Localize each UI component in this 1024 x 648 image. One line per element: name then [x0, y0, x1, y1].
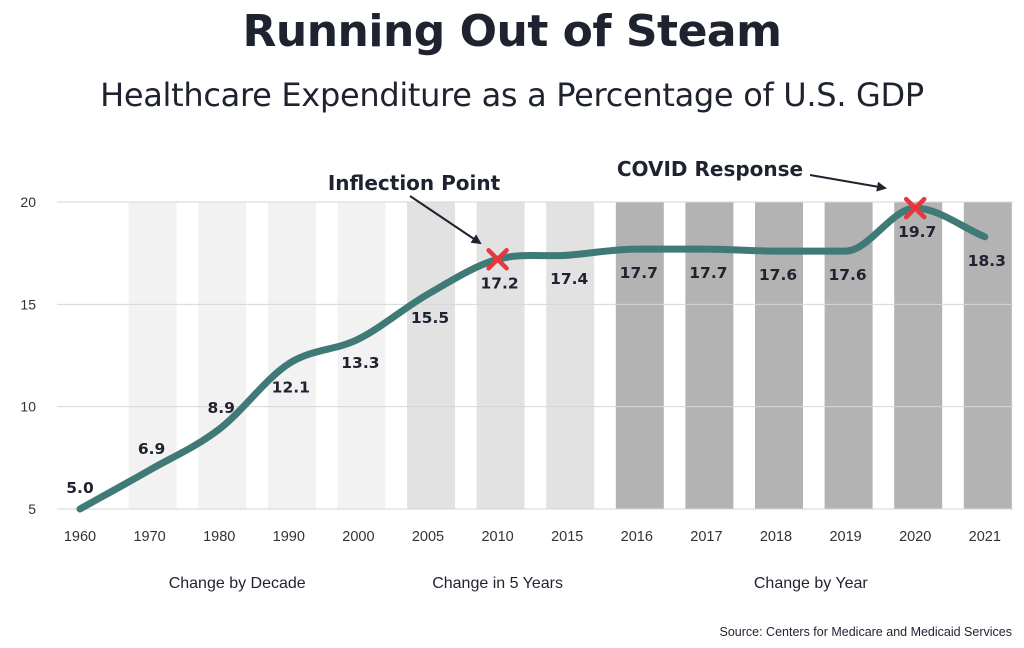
band-2005	[407, 202, 455, 509]
y-tick-label: 5	[28, 501, 36, 517]
y-tick-label: 10	[20, 399, 36, 415]
data-label-2017: 17.7	[689, 264, 727, 282]
data-labels: 5.0 6.9 8.9 12.1 13.3 15.5 17.2 17.4 17.7 17.7 17.…	[66, 223, 1006, 497]
annotation-label: COVID Response	[617, 157, 803, 181]
annotations: Inflection Point COVID Response	[328, 157, 927, 271]
band-2015	[546, 202, 595, 509]
y-tick-label: 15	[20, 296, 36, 312]
chart-subtitle: Healthcare Expenditure as a Percentage o…	[100, 76, 924, 114]
gridlines	[57, 201, 1013, 510]
annotation-label: Inflection Point	[328, 171, 501, 195]
data-label-2018: 17.6	[759, 266, 797, 284]
y-tick-label: 20	[20, 194, 36, 210]
data-label-2010: 17.2	[480, 274, 518, 292]
data-label-1960: 5.0	[66, 479, 94, 497]
series-line	[76, 204, 989, 513]
x-tick-label: 2017	[690, 529, 722, 545]
x-tick-label: 1990	[273, 529, 305, 545]
period-group-label: Change by Year	[754, 575, 869, 592]
data-label-2020: 19.7	[898, 223, 936, 241]
annotation-arrow	[409, 195, 482, 245]
data-label-1990: 12.1	[272, 379, 310, 397]
band-2010	[476, 202, 525, 509]
x-tick-label: 2021	[969, 529, 1001, 545]
data-label-1980: 8.9	[207, 399, 234, 417]
x-marker	[486, 248, 509, 271]
data-label-2015: 17.4	[550, 270, 588, 288]
band-2021	[963, 202, 1012, 509]
x-tick-label: 2005	[412, 529, 444, 545]
x-tick-label: 1960	[64, 529, 96, 545]
period-group-label: Change in 5 Years	[432, 575, 563, 592]
x-tick-label: 1970	[133, 529, 165, 545]
band-2017	[685, 202, 734, 509]
band-2016	[615, 202, 664, 509]
annotation-arrow	[809, 174, 887, 192]
band-2000	[337, 202, 386, 509]
x-tick-label: 2015	[551, 529, 583, 545]
x-tick-label: 2019	[829, 529, 861, 545]
x-tick-label: 2010	[481, 529, 513, 545]
data-label-2021: 18.3	[968, 252, 1006, 270]
period-bands	[128, 202, 1012, 509]
x-marker	[903, 196, 927, 220]
source-note: Source: Centers for Medicare and Medicai…	[719, 625, 1013, 639]
data-label-2005: 15.5	[411, 309, 449, 327]
x-axis-ticks: 1960 1970 1980 1990 2000 2005 2010 2015 2016 2017…	[64, 529, 1001, 545]
chart-title: Running Out of Steam	[242, 6, 782, 57]
x-tick-label: 2016	[621, 529, 653, 545]
y-axis-ticks: 5 10 15 20	[20, 194, 36, 517]
x-tick-label: 1980	[203, 529, 235, 545]
period-group-labels: Change by Decade Change in 5 Years Change …	[169, 575, 869, 592]
data-label-2019: 17.6	[828, 266, 866, 284]
period-group-label: Change by Decade	[169, 575, 306, 592]
data-label-1970: 6.9	[138, 440, 165, 458]
x-tick-label: 2018	[760, 529, 792, 545]
data-label-2000: 13.3	[341, 354, 379, 372]
band-2020	[894, 202, 943, 509]
band-1980	[198, 202, 247, 509]
data-label-2016: 17.7	[620, 264, 658, 282]
x-tick-label: 2000	[342, 529, 374, 545]
x-tick-label: 2020	[899, 529, 931, 545]
